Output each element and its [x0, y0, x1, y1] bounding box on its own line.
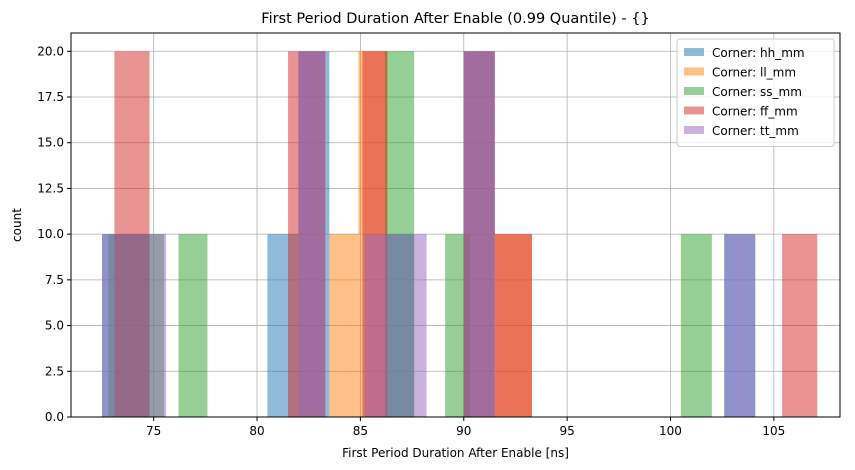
plot-frame — [70, 32, 841, 418]
legend-label: Corner: ll_mm — [712, 66, 796, 80]
bar-corner-tt-mm — [391, 234, 427, 417]
x-tick-label: 75 — [146, 424, 161, 438]
legend-swatch — [684, 126, 704, 134]
bar-corner-ss-mm — [178, 234, 208, 417]
x-tick-label: 80 — [249, 424, 264, 438]
bar-corner-ff-mm — [494, 234, 532, 417]
x-tick-label: 90 — [456, 424, 471, 438]
axis-ticks: 75 80 85 90 95 100 105 0.0 2.5 5.0 7.5 10.0 12.5 15.0… — [37, 44, 785, 438]
bar-corner-tt-mm — [463, 51, 495, 418]
bar-corner-ll-mm — [329, 234, 359, 417]
legend-box — [676, 38, 835, 147]
y-tick-label: 0.0 — [45, 410, 64, 424]
bar-corner-tt-mm — [298, 51, 326, 418]
x-tick-label: 85 — [353, 424, 368, 438]
x-axis-title: First Period Duration After Enable [ns] — [342, 446, 569, 460]
y-tick-label: 20.0 — [37, 44, 64, 58]
y-tick-label: 15.0 — [37, 136, 64, 150]
x-tick-label: 95 — [559, 424, 574, 438]
y-tick-label: 2.5 — [45, 364, 64, 378]
bar-corner-ss-mm — [680, 234, 712, 417]
legend-swatch — [684, 48, 704, 56]
legend-swatch — [684, 87, 704, 95]
y-axis-title: count — [10, 208, 24, 242]
legend-label: Corner: ss_mm — [712, 85, 802, 99]
legend-label: Corner: ff_mm — [712, 105, 798, 119]
y-tick-label: 5.0 — [45, 319, 64, 333]
legend-label: Corner: hh_mm — [712, 46, 805, 60]
y-tick-label: 10.0 — [37, 227, 64, 241]
legend-swatch — [684, 67, 704, 76]
legend-label: Corner: tt_mm — [712, 124, 799, 138]
y-tick-label: 7.5 — [45, 273, 64, 287]
y-tick-label: 12.5 — [37, 181, 64, 195]
x-tick-label: 100 — [659, 424, 682, 438]
histogram-bars — [102, 51, 818, 418]
x-tick-label: 105 — [762, 424, 785, 438]
legend: Corner: hh_mm Corner: ll_mm Corner: ss_mm C… — [676, 38, 835, 147]
chart-title: First Period Duration After Enable (0.99… — [261, 11, 649, 27]
bar-corner-tt-mm — [102, 234, 167, 417]
bar-corner-tt-mm — [364, 234, 392, 417]
bar-corner-tt-mm — [724, 234, 756, 417]
legend-swatch — [684, 106, 704, 115]
y-tick-label: 17.5 — [37, 90, 64, 104]
bar-corner-ff-mm — [782, 234, 818, 417]
